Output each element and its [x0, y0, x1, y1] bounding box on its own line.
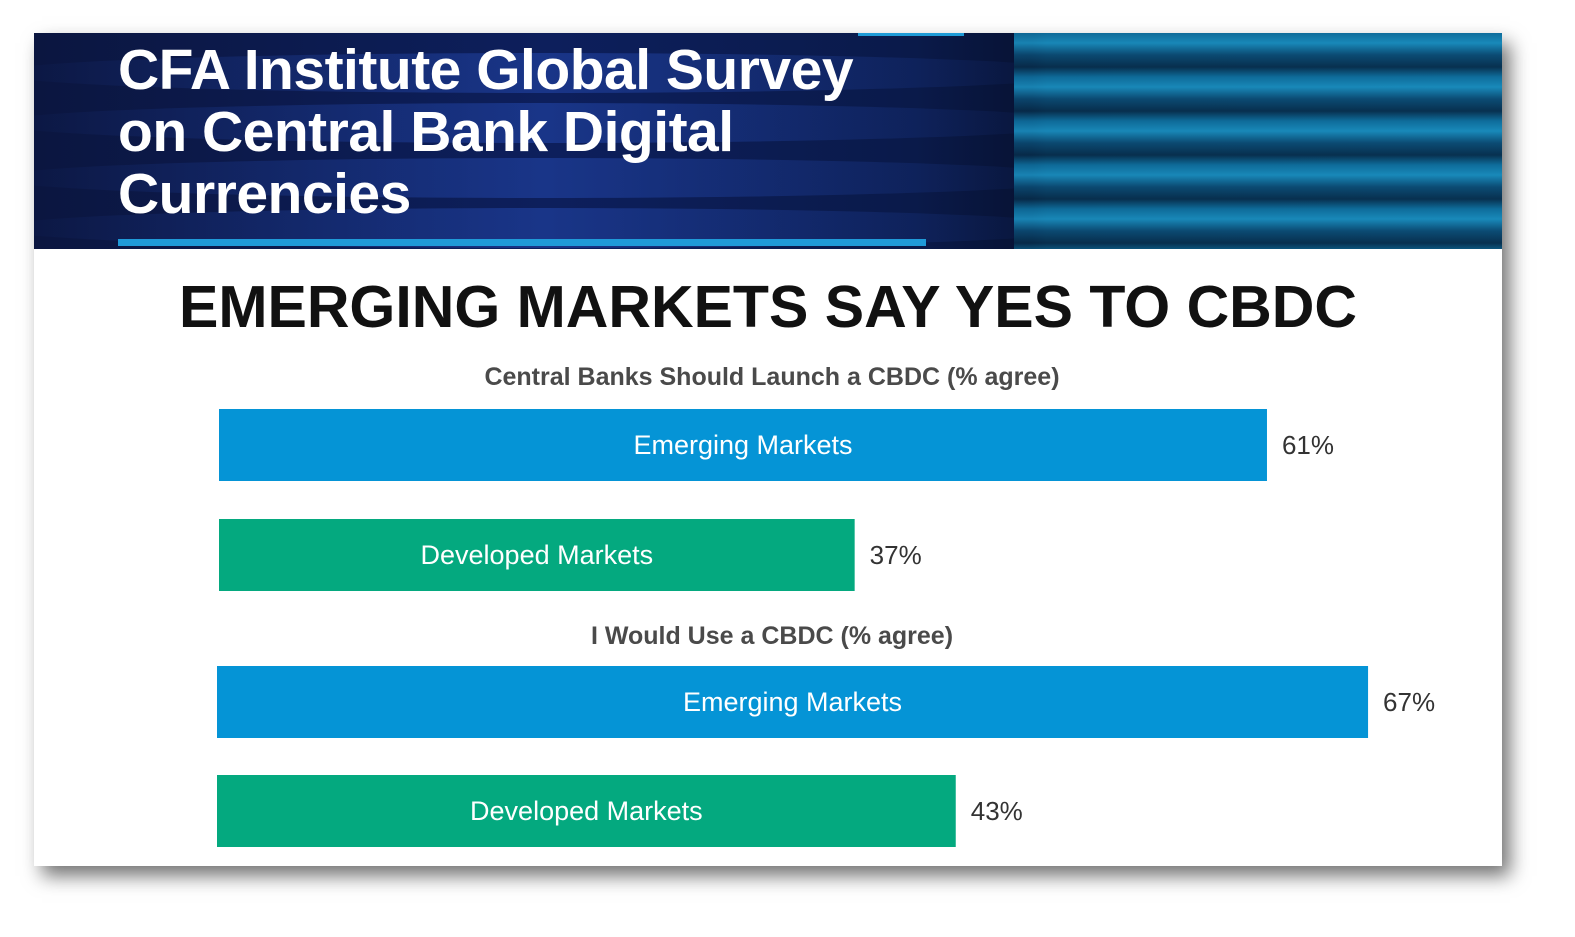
- bar: [219, 409, 1267, 481]
- group-title: I Would Use a CBDC (% agree): [591, 622, 953, 650]
- bar: [217, 775, 956, 847]
- bar-category-label: Emerging Markets: [683, 687, 902, 717]
- banner-title: CFA Institute Global Survey on Central B…: [118, 39, 978, 225]
- bar-value-label: 37%: [870, 540, 922, 570]
- bar-category-label: Developed Markets: [470, 796, 703, 826]
- group-title: Central Banks Should Launch a CBDC (% ag…: [484, 363, 1059, 391]
- banner-wave: [34, 158, 1094, 198]
- bar: [217, 666, 1369, 738]
- bar-value-label: 43%: [971, 796, 1023, 826]
- header-banner: CFA Institute Global Survey on Central B…: [34, 33, 1502, 249]
- headline: EMERGING MARKETS SAY YES TO CBDC: [178, 274, 1358, 340]
- banner-stripes: [1014, 33, 1502, 249]
- bar-chart: Central Banks Should Launch a CBDC (% ag…: [217, 363, 1435, 847]
- bar-category-label: Emerging Markets: [633, 430, 852, 460]
- banner-title-line: CFA Institute Global Survey: [118, 38, 854, 102]
- bar: [219, 519, 855, 591]
- banner-wave: [34, 53, 1094, 93]
- banner-title-line: on Central Bank Digital: [118, 100, 734, 164]
- bar-value-label: 61%: [1282, 430, 1334, 460]
- bar-category-label: Developed Markets: [421, 540, 654, 570]
- banner-top-accent: [858, 33, 964, 36]
- banner-underline: [118, 239, 926, 246]
- infographic-card: CFA Institute Global Survey on Central B…: [34, 33, 1502, 866]
- banner-title-line: Currencies: [118, 162, 411, 226]
- banner-wave: [34, 103, 1094, 143]
- bar-value-label: 67%: [1383, 687, 1435, 717]
